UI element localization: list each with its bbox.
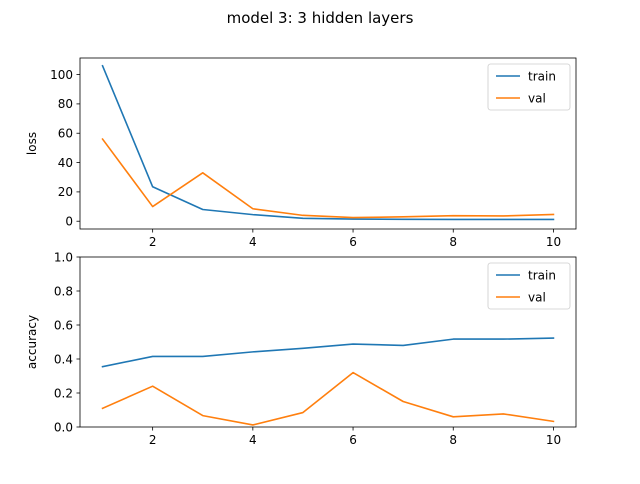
y-tick-label: 80 xyxy=(58,97,73,111)
axes-frame xyxy=(79,256,577,428)
series-line-val xyxy=(101,137,555,219)
y-tick-label: 0.8 xyxy=(54,284,73,298)
y-axis-label: accuracy xyxy=(25,315,39,369)
y-tick-label: 1.0 xyxy=(54,250,73,264)
x-tick-label: 2 xyxy=(149,433,157,447)
y-tick-label: 60 xyxy=(58,127,73,141)
series-line-train xyxy=(101,337,555,368)
x-tick-label: 10 xyxy=(546,433,561,447)
x-tick-label: 4 xyxy=(249,433,257,447)
legend: train val xyxy=(487,63,571,111)
series-line-train xyxy=(101,64,555,221)
series-line-val xyxy=(101,371,555,426)
y-tick-label: 20 xyxy=(58,185,73,199)
y-tick-label: 0 xyxy=(65,215,73,229)
y-tick-label: 0.6 xyxy=(54,318,73,332)
y-axis-label: loss xyxy=(25,132,39,155)
y-tick-label: 0.0 xyxy=(54,420,73,434)
x-tick-label: 4 xyxy=(249,235,257,249)
figure-title: model 3: 3 hidden layers xyxy=(227,9,414,27)
legend-label-train: train xyxy=(528,268,556,282)
x-tick-label: 8 xyxy=(449,235,457,249)
x-tick-label: 10 xyxy=(546,235,561,249)
legend: train val xyxy=(487,262,571,310)
x-tick-label: 8 xyxy=(449,433,457,447)
legend-label-val: val xyxy=(528,91,546,105)
y-tick-label: 100 xyxy=(50,68,73,82)
axes-frame xyxy=(79,57,577,230)
accuracy-panel: 2 4 6 8 10 0.0 0.2 0.4 0.6 0.8 1.0 accuracy train val xyxy=(25,250,577,447)
legend-label-val: val xyxy=(528,290,546,304)
x-tick-label: 2 xyxy=(149,235,157,249)
legend-label-train: train xyxy=(528,69,556,83)
y-tick-label: 0.4 xyxy=(54,352,73,366)
y-tick-label: 0.2 xyxy=(54,386,73,400)
x-tick-label: 6 xyxy=(349,235,357,249)
y-tick-label: 40 xyxy=(58,156,73,170)
x-tick-label: 6 xyxy=(349,433,357,447)
